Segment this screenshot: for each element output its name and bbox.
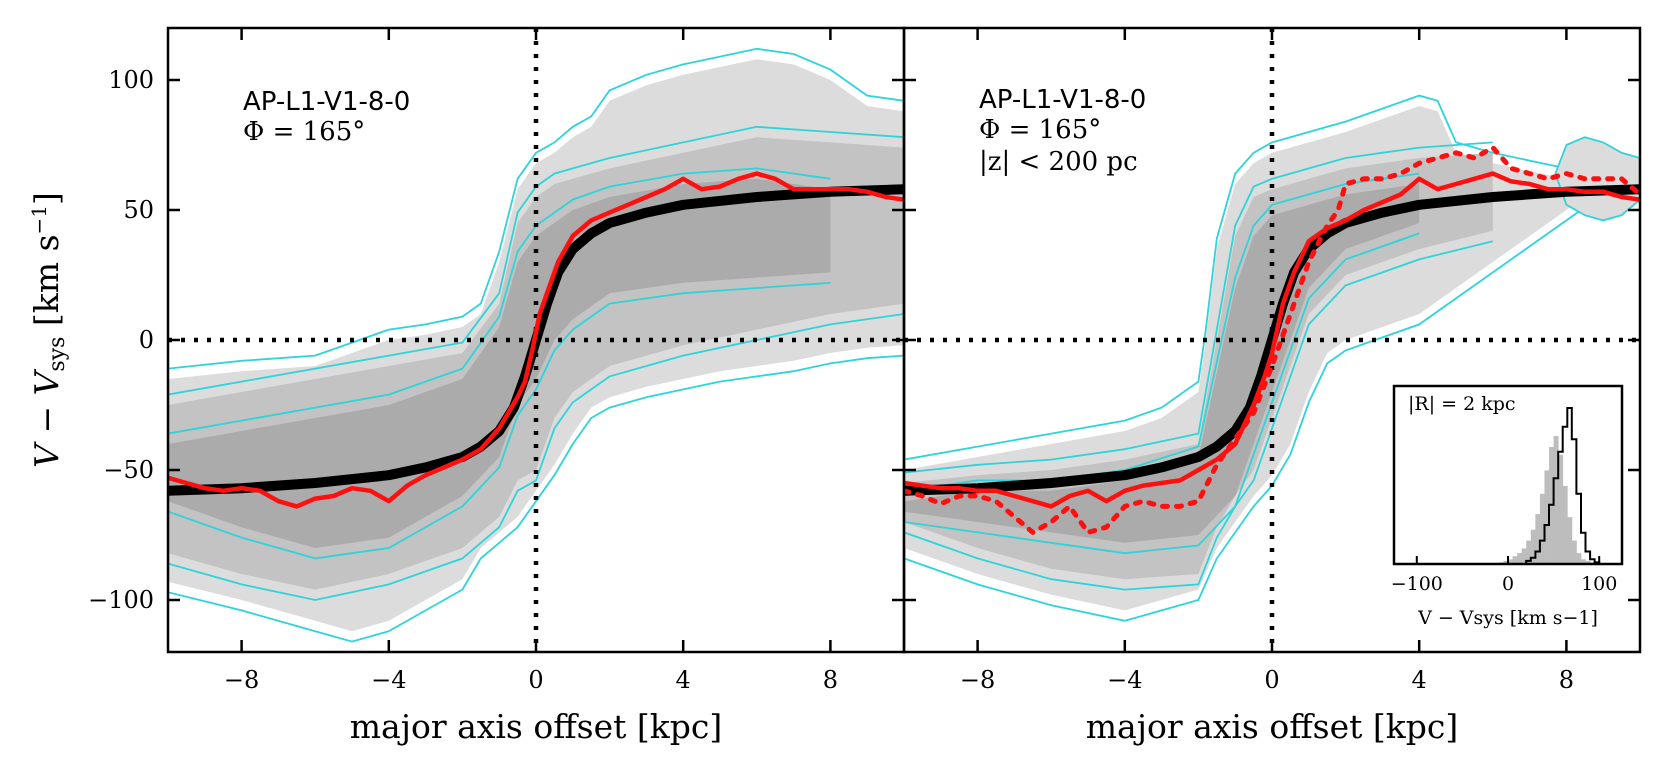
- left-contour-middle-lower: [168, 313, 904, 601]
- right-model-curve: [904, 184, 1640, 496]
- left-ytick-label: 100: [108, 66, 154, 94]
- inset-filled-bar: [1544, 470, 1550, 564]
- left-ytick-label: −50: [103, 456, 154, 484]
- left-ticks: −8 −4 0 4 8 −100 −50 0 50 100: [88, 28, 904, 694]
- inset-xtick-label: 100: [1581, 573, 1617, 595]
- left-band-inner: [168, 178, 831, 549]
- inset-xtick-label: 0: [1502, 573, 1514, 595]
- right-xtick-label: 4: [1412, 666, 1427, 694]
- inset-filled-bar: [1535, 514, 1541, 564]
- right-contour-outer-lower: [904, 188, 1640, 622]
- inset-filled-bar: [1526, 540, 1532, 564]
- right-contour-outer-upper: [904, 94, 1640, 461]
- right-measured-curve: [904, 171, 1640, 509]
- inset-histogram: −100 0 100 |R| = 2 kpc V − Vsys [km s−1]: [1391, 384, 1624, 629]
- y-axis-title-unit-end: ]: [27, 192, 66, 205]
- inset-filled-bar: [1539, 493, 1545, 564]
- inset-bars: [1498, 407, 1604, 565]
- inset-filled-bar: [1571, 540, 1577, 564]
- inset-filled-bar: [1512, 556, 1518, 564]
- inset-filled-bar: [1580, 559, 1586, 564]
- right-xtick-label: −8: [960, 666, 995, 694]
- inset-label: |R| = 2 kpc: [1408, 393, 1516, 415]
- right-contour-middle-lower: [904, 240, 1494, 591]
- left-panel: −8 −4 0 4 8 −100 −50 0 50 100 AP-L1-V1-8-0 Φ = 16…: [88, 26, 906, 746]
- left-xtick-label: 8: [823, 666, 838, 694]
- right-measured-curve-zcut: [904, 145, 1640, 535]
- inset-filled-bar: [1558, 454, 1564, 564]
- inset-step-histogram: [1525, 407, 1604, 565]
- right-xtick-label: −4: [1107, 666, 1142, 694]
- right-xtick-label: 0: [1264, 666, 1279, 694]
- right-xtick-label: 8: [1559, 666, 1574, 694]
- inset-filled-bar: [1503, 560, 1509, 564]
- right-series: [904, 145, 1640, 535]
- left-x-axis-title: major axis offset [kpc]: [350, 707, 722, 746]
- right-contour-inner-lower: [904, 232, 1420, 555]
- right-panel-z-cut: |z| < 200 pc: [979, 147, 1138, 177]
- inset-filled-bar: [1567, 517, 1573, 564]
- right-contour-middle-upper: [904, 141, 1493, 474]
- right-panel-phi: Φ = 165°: [979, 115, 1101, 145]
- inset-filled-bar: [1517, 553, 1523, 564]
- inset-x-axis-title: V − Vsys [km s−1]: [1417, 607, 1598, 629]
- left-ytick-label: −100: [88, 586, 154, 614]
- y-axis-title-unit-sup: −1: [27, 205, 51, 234]
- y-axis-title-unit: [km s: [27, 234, 66, 336]
- inset-filled-bar: [1521, 548, 1527, 564]
- inset-ticks: −100 0 100: [1391, 556, 1617, 595]
- left-contour-outer-upper: [168, 47, 904, 370]
- left-contour-outer-lower: [168, 354, 904, 643]
- y-axis-title-sub: sys: [45, 337, 70, 372]
- inset-filled-bar: [1553, 436, 1559, 564]
- left-xtick-label: −4: [371, 666, 406, 694]
- inset-xtick-label: −100: [1391, 573, 1443, 595]
- inset-filled-bar: [1585, 560, 1591, 564]
- right-panel: −8 −4 0 4 8 AP-L1-V1-8-0 Φ = 165° |z| < 200 …: [902, 26, 1642, 746]
- left-panel-title: AP-L1-V1-8-0: [243, 87, 410, 117]
- left-contour-inner-lower: [168, 281, 831, 560]
- left-panel-phi: Φ = 165°: [243, 117, 365, 147]
- left-measured-curve: [168, 171, 904, 509]
- left-xtick-label: 0: [528, 666, 543, 694]
- inset-filled-bar: [1530, 529, 1536, 564]
- y-axis-title: V − Vsys [km s−1]: [27, 192, 70, 468]
- y-axis-title-main: V − V: [27, 368, 66, 467]
- left-xtick-label: −8: [224, 666, 259, 694]
- inset-filled-bar: [1508, 559, 1513, 564]
- right-panel-title: AP-L1-V1-8-0: [979, 85, 1146, 115]
- right-x-axis-title: major axis offset [kpc]: [1086, 707, 1458, 746]
- left-xtick-label: 4: [676, 666, 691, 694]
- left-contour-inner-upper: [168, 167, 831, 435]
- left-series: [168, 171, 904, 509]
- inset-background: [1394, 386, 1622, 564]
- left-ytick-label: 50: [123, 196, 154, 224]
- right-ticks: −8 −4 0 4 8: [904, 28, 1640, 694]
- inset-filled-bar: [1562, 486, 1568, 564]
- inset-filled-bar: [1576, 553, 1582, 564]
- left-ytick-label: 0: [139, 326, 154, 354]
